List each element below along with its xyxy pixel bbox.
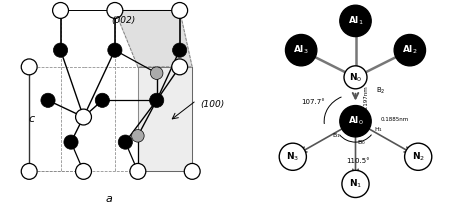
Text: N$_3$: N$_3$ <box>286 150 300 163</box>
Text: 0.1885nm: 0.1885nm <box>381 117 409 122</box>
Text: (002): (002) <box>111 16 136 25</box>
Text: N$_0$: N$_0$ <box>349 71 362 84</box>
Circle shape <box>107 3 123 18</box>
Circle shape <box>285 34 317 66</box>
Circle shape <box>130 163 146 179</box>
Text: B$_1$: B$_1$ <box>332 131 341 140</box>
Circle shape <box>172 59 188 75</box>
Circle shape <box>172 3 188 18</box>
Circle shape <box>108 43 122 57</box>
Circle shape <box>21 59 37 75</box>
Circle shape <box>132 130 144 142</box>
Circle shape <box>279 143 306 170</box>
Circle shape <box>394 34 426 66</box>
Circle shape <box>53 3 68 18</box>
Text: N$_1$: N$_1$ <box>349 178 362 190</box>
Text: 107.7°: 107.7° <box>301 99 325 105</box>
Circle shape <box>95 93 109 107</box>
Text: H$_1$: H$_1$ <box>374 125 383 134</box>
Circle shape <box>150 67 163 79</box>
Polygon shape <box>115 10 192 67</box>
Circle shape <box>75 109 91 125</box>
Text: c: c <box>28 114 34 124</box>
Text: 110.5°: 110.5° <box>346 158 369 164</box>
Circle shape <box>75 163 91 179</box>
Text: B$_2$: B$_2$ <box>376 86 386 96</box>
Circle shape <box>118 135 132 149</box>
Circle shape <box>54 43 68 57</box>
Circle shape <box>342 170 369 198</box>
Circle shape <box>340 5 371 37</box>
Text: B$_0$: B$_0$ <box>357 138 366 147</box>
Text: a: a <box>105 194 112 204</box>
Circle shape <box>64 135 78 149</box>
Polygon shape <box>138 67 192 171</box>
Text: Al$_2$: Al$_2$ <box>402 44 418 56</box>
Text: Al$_1$: Al$_1$ <box>348 15 363 27</box>
Circle shape <box>173 43 187 57</box>
Circle shape <box>21 163 37 179</box>
Text: (100): (100) <box>201 100 225 109</box>
Text: Al$_0$: Al$_0$ <box>347 115 364 127</box>
Circle shape <box>340 106 371 137</box>
Circle shape <box>405 143 432 170</box>
Text: 6.197nm: 6.197nm <box>364 85 369 110</box>
Text: Al$_3$: Al$_3$ <box>293 44 309 56</box>
Circle shape <box>41 93 55 107</box>
Circle shape <box>150 93 164 107</box>
Text: N$_2$: N$_2$ <box>412 150 425 163</box>
Circle shape <box>184 163 200 179</box>
Circle shape <box>344 66 367 89</box>
